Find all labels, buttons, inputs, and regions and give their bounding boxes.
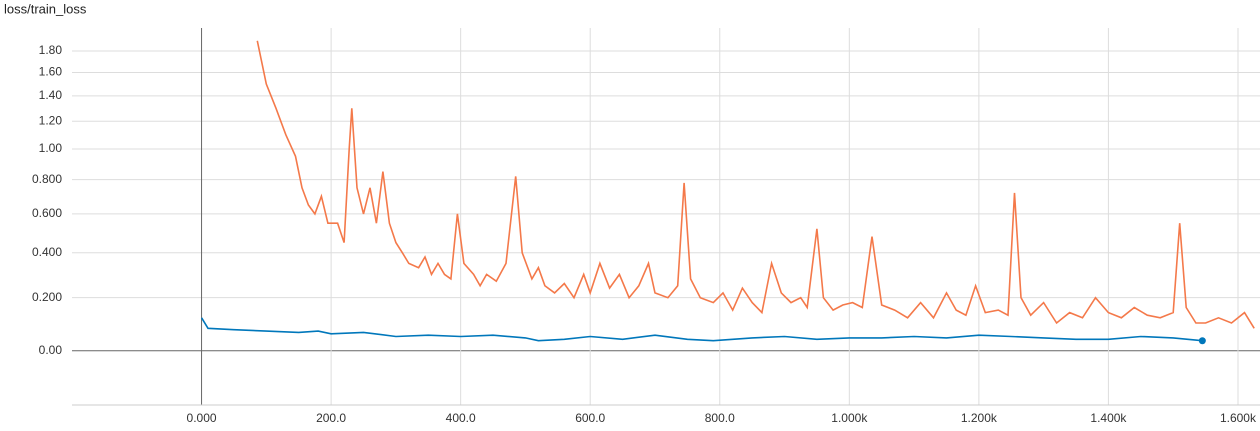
y-tick-label: 1.80 [39, 43, 63, 57]
x-tick-label: 1.200k [961, 411, 998, 425]
end-point [1198, 337, 1206, 345]
y-tick-label: 1.20 [39, 113, 63, 127]
x-tick-label: 1.000k [831, 411, 868, 425]
series-line [200, 317, 1203, 342]
x-tick-label: 800.0 [705, 411, 735, 425]
y-tick-label: 0.200 [32, 290, 62, 304]
y-tick-label: 1.40 [39, 88, 63, 102]
x-tick-label: 600.0 [575, 411, 605, 425]
y-tick-label: 1.60 [39, 65, 63, 79]
series-line [256, 40, 1255, 329]
x-tick-label: 400.0 [446, 411, 476, 425]
chart-title: loss/train_loss [4, 1, 87, 16]
y-tick-label: 1.00 [39, 141, 63, 155]
y-tick-label: 0.00 [39, 343, 63, 357]
plot-area [200, 40, 1255, 345]
y-tick-label: 0.800 [32, 172, 62, 186]
x-tick-label: 1.600k [1220, 411, 1257, 425]
y-tick-label: 0.600 [32, 206, 62, 220]
x-tick-label: 1.400k [1090, 411, 1127, 425]
grid: 0.00 0.200 0.400 0.600 0.800 1.00 1.20 1.40 1.60… [32, 28, 1260, 425]
x-tick-label: 0.000 [187, 411, 217, 425]
x-tick-label: 200.0 [316, 411, 346, 425]
y-tick-label: 0.400 [32, 245, 62, 259]
